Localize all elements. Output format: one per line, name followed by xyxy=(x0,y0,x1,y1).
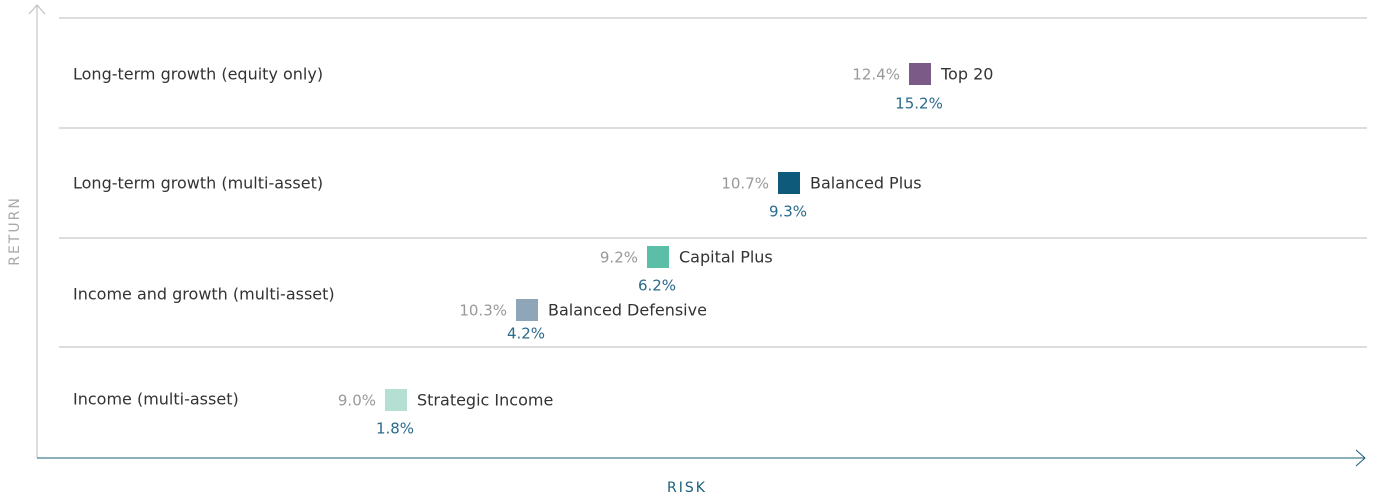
axes xyxy=(28,4,1367,467)
y-axis-label: RETURN xyxy=(7,196,23,266)
fund-return: 9.3% xyxy=(769,203,807,221)
x-axis-label: RISK xyxy=(667,480,707,496)
fund-risk: 12.4% xyxy=(852,66,900,84)
fund-risk: 10.7% xyxy=(721,175,769,193)
fund-square xyxy=(647,246,669,268)
fund-risk: 10.3% xyxy=(459,302,507,320)
fund-square xyxy=(909,63,931,85)
y-arrow xyxy=(28,4,46,15)
fund-name: Balanced Plus xyxy=(810,174,922,193)
fund-name: Strategic Income xyxy=(417,391,553,410)
fund-name: Top 20 xyxy=(940,65,993,84)
row-label: Income and growth (multi-asset) xyxy=(73,285,335,304)
fund-square xyxy=(385,389,407,411)
fund-risk: 9.0% xyxy=(338,392,376,410)
row-label: Income (multi-asset) xyxy=(73,390,239,409)
fund-name: Balanced Defensive xyxy=(548,301,707,320)
fund-square xyxy=(516,299,538,321)
fund-square xyxy=(778,172,800,194)
row-label: Long-term growth (multi-asset) xyxy=(73,174,323,193)
fund-return: 1.8% xyxy=(376,420,414,438)
x-arrow xyxy=(1355,449,1366,467)
fund-name: Capital Plus xyxy=(679,248,773,267)
fund-risk: 9.2% xyxy=(600,249,638,267)
fund-return: 4.2% xyxy=(507,325,545,343)
row-label: Long-term growth (equity only) xyxy=(73,65,323,84)
fund-return: 15.2% xyxy=(895,95,943,113)
fund-return: 6.2% xyxy=(638,277,676,295)
